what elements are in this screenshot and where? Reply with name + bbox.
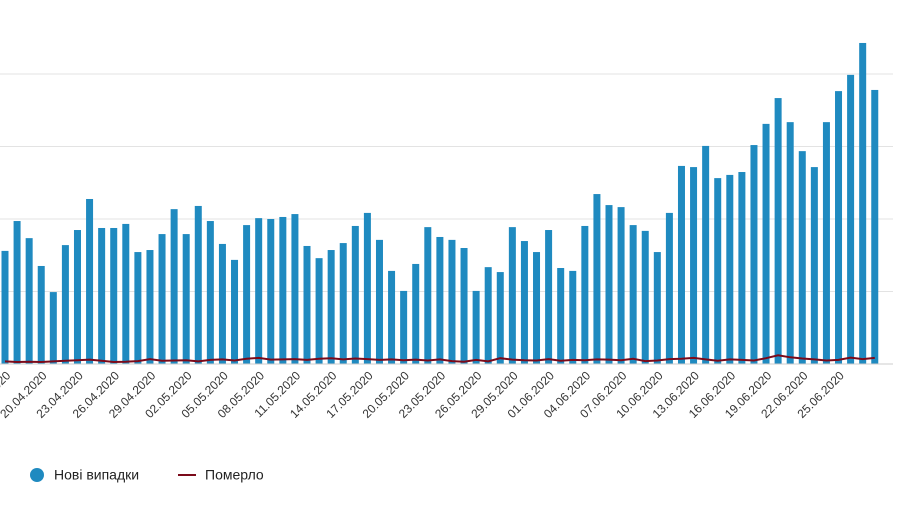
bar — [146, 250, 154, 364]
bar — [363, 212, 371, 364]
bar — [412, 263, 420, 364]
bar — [448, 239, 456, 364]
bar — [798, 151, 806, 364]
bar — [533, 252, 541, 364]
legend-label: Нові випадки — [54, 467, 139, 483]
bar — [822, 122, 830, 364]
bar — [508, 227, 516, 364]
bar — [218, 243, 226, 364]
bar — [677, 165, 685, 364]
bar — [472, 290, 480, 364]
legend-item: Нові випадки — [30, 467, 139, 483]
bar — [496, 272, 504, 364]
bar — [484, 267, 492, 364]
bar — [61, 245, 69, 364]
bar — [545, 230, 553, 364]
legend-label: Померло — [205, 467, 264, 483]
bar — [557, 268, 565, 364]
bar — [351, 225, 359, 364]
bar — [617, 207, 625, 364]
bar — [810, 167, 818, 364]
bar — [37, 265, 45, 364]
bar — [520, 241, 528, 364]
bar — [569, 270, 577, 364]
bar — [847, 74, 855, 365]
bar — [871, 89, 879, 364]
bar — [762, 123, 770, 364]
legend-item: Померло — [178, 467, 264, 483]
bar — [424, 227, 432, 364]
bar — [375, 239, 383, 364]
bar — [194, 205, 202, 364]
bar — [702, 145, 710, 364]
legend-swatch — [30, 468, 44, 482]
bar — [774, 98, 782, 364]
bar — [279, 216, 287, 364]
bar — [388, 270, 396, 364]
bar — [291, 214, 299, 364]
bar — [49, 292, 57, 364]
bar — [110, 227, 118, 364]
bar — [13, 221, 21, 364]
bar — [170, 209, 178, 364]
bar — [714, 178, 722, 364]
bar — [835, 91, 843, 365]
bar — [726, 174, 734, 364]
bar — [786, 122, 794, 364]
bar — [86, 198, 94, 364]
bar — [267, 219, 275, 364]
bar — [629, 225, 637, 364]
bar — [400, 290, 408, 364]
bar — [158, 234, 166, 364]
bar — [581, 225, 589, 364]
bar — [303, 245, 311, 364]
bar — [605, 205, 613, 364]
bar — [339, 243, 347, 364]
bar — [1, 250, 9, 364]
bar — [750, 145, 758, 364]
bar — [859, 42, 867, 364]
bar — [653, 252, 661, 364]
bar — [182, 234, 190, 364]
bar — [98, 227, 106, 364]
bar — [665, 212, 673, 364]
bar — [315, 258, 323, 364]
bar — [460, 248, 468, 364]
bar — [641, 230, 649, 364]
bar — [593, 194, 601, 364]
bar — [206, 221, 214, 364]
bar — [25, 238, 33, 364]
bar — [327, 250, 335, 364]
bar — [73, 230, 81, 364]
bar — [738, 172, 746, 364]
bar — [134, 252, 142, 364]
bar — [690, 167, 698, 364]
bar — [122, 223, 130, 364]
bar — [243, 225, 251, 364]
bar — [436, 236, 444, 364]
bar — [231, 259, 239, 364]
bar — [255, 218, 263, 364]
line — [4, 354, 875, 364]
